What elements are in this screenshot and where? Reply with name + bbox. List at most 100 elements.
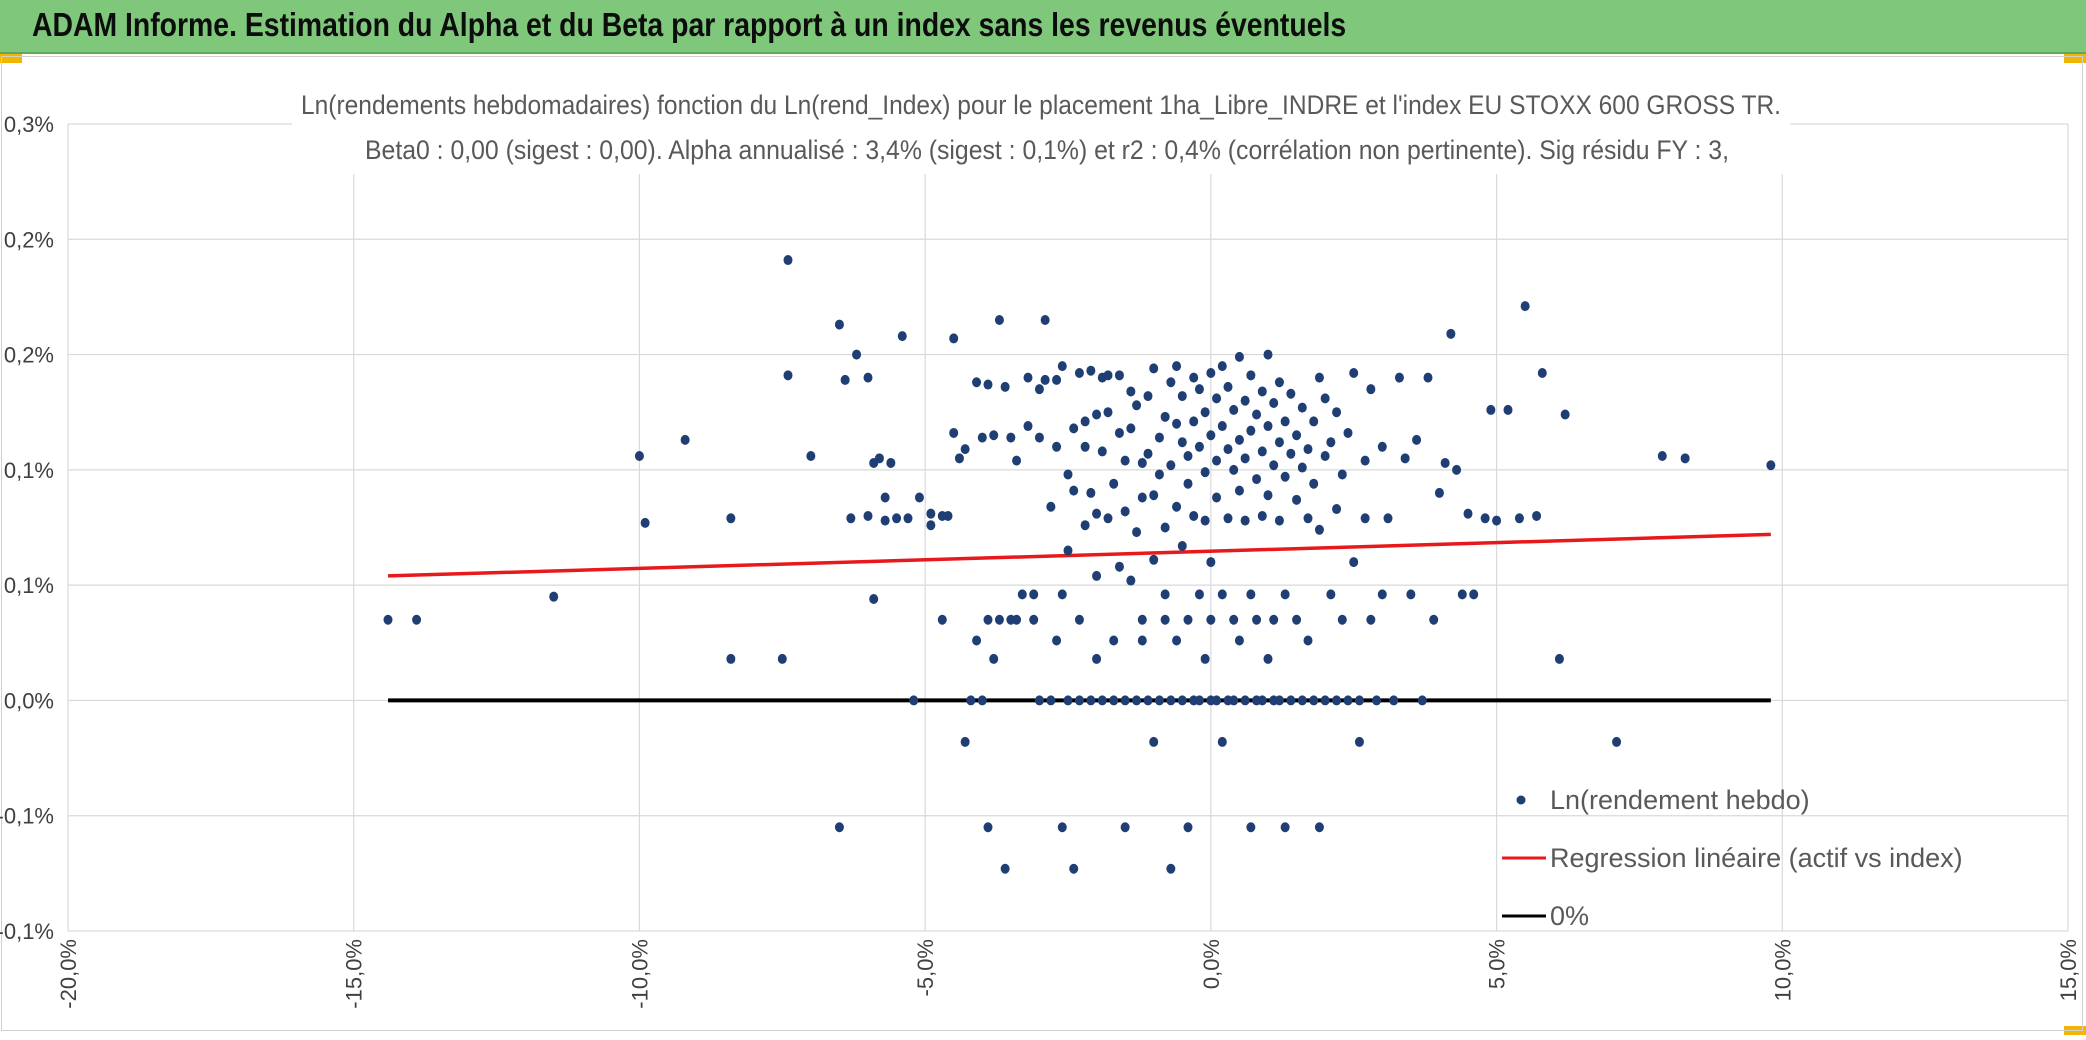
data-point — [1240, 695, 1250, 706]
data-point — [1309, 416, 1319, 427]
data-point — [640, 517, 650, 528]
data-point — [680, 434, 690, 445]
data-point — [1149, 363, 1159, 374]
data-point — [972, 635, 982, 646]
data-point — [1406, 589, 1416, 600]
y-tick-label: -0,1% — [0, 919, 54, 944]
data-point — [1492, 515, 1502, 526]
x-tick-label: 5,0% — [1485, 939, 1510, 989]
data-point — [1132, 527, 1142, 538]
data-point — [1212, 492, 1222, 503]
data-point — [1092, 653, 1102, 664]
data-point — [1200, 515, 1210, 526]
data-point — [1303, 513, 1313, 524]
data-point — [1257, 695, 1267, 706]
data-point — [1092, 508, 1102, 519]
data-point — [869, 593, 879, 604]
y-tick-label: 0,3% — [4, 112, 54, 137]
data-point — [1229, 464, 1239, 475]
data-point — [1337, 614, 1347, 625]
data-point — [1457, 589, 1467, 600]
data-point — [1143, 695, 1153, 706]
data-point — [1074, 368, 1084, 379]
data-point — [1109, 478, 1119, 489]
data-point — [989, 430, 999, 441]
data-point — [1252, 614, 1262, 625]
data-point — [1229, 404, 1239, 415]
y-tick-label: 0,0% — [4, 688, 54, 713]
data-point — [1389, 695, 1399, 706]
data-point — [1183, 478, 1193, 489]
data-point — [1183, 451, 1193, 462]
data-point — [886, 457, 896, 468]
x-tick-label: -15,0% — [342, 939, 367, 1009]
data-point — [1520, 301, 1530, 312]
data-point — [846, 513, 856, 524]
data-point — [1246, 370, 1256, 381]
data-point — [1057, 361, 1067, 372]
data-point — [960, 736, 970, 747]
regression-line — [387, 532, 1771, 578]
corner-marker-top-right — [2064, 54, 2086, 63]
data-point — [1000, 863, 1010, 874]
data-point — [1320, 393, 1330, 404]
chart-subtitle: Beta0 : 0,00 (sigest : 0,00). Alpha annu… — [365, 135, 1729, 165]
data-point — [880, 515, 890, 526]
data-point — [1286, 448, 1296, 459]
data-point — [1349, 557, 1359, 568]
x-tick-label: -5,0% — [913, 939, 938, 996]
data-point — [1314, 524, 1324, 535]
data-point — [989, 653, 999, 664]
data-point — [863, 510, 873, 521]
data-point — [726, 513, 736, 524]
data-point — [1223, 381, 1233, 392]
data-point — [1217, 361, 1227, 372]
data-point — [777, 653, 787, 664]
x-tick-label: -10,0% — [627, 939, 652, 1009]
data-point — [1383, 513, 1393, 524]
data-point — [1537, 368, 1547, 379]
data-point — [1212, 393, 1222, 404]
data-point — [1274, 437, 1284, 448]
data-point — [909, 695, 919, 706]
data-point — [1360, 455, 1370, 466]
data-point — [1092, 409, 1102, 420]
data-point — [1297, 695, 1307, 706]
data-point — [1063, 695, 1073, 706]
data-point — [1080, 520, 1090, 531]
data-point — [1332, 407, 1342, 418]
data-point — [1377, 589, 1387, 600]
data-point — [1189, 416, 1199, 427]
data-point — [1217, 589, 1227, 600]
data-point — [983, 379, 993, 390]
data-point — [1320, 451, 1330, 462]
data-point — [1074, 614, 1084, 625]
data-point — [726, 653, 736, 664]
data-point — [1280, 416, 1290, 427]
data-point — [1194, 695, 1204, 706]
data-point — [1212, 455, 1222, 466]
data-point — [549, 591, 559, 602]
data-point — [1097, 446, 1107, 457]
data-point — [783, 370, 793, 381]
corner-marker-top-left — [0, 54, 22, 63]
data-point — [1086, 365, 1096, 376]
data-point — [1554, 653, 1564, 664]
data-point — [874, 453, 884, 464]
data-point — [1183, 822, 1193, 833]
data-point — [1143, 391, 1153, 402]
legend-label-zero: 0% — [1550, 901, 1589, 931]
data-point — [1069, 863, 1079, 874]
data-point — [1194, 589, 1204, 600]
data-point — [1160, 614, 1170, 625]
scatter-chart: -20,0% -15,0% -10,0% -5,0% 0,0% 5,0% 10,0% 15,0… — [0, 86, 2081, 1009]
data-point — [1069, 423, 1079, 434]
data-point — [1109, 695, 1119, 706]
data-point — [1200, 653, 1210, 664]
data-point — [1034, 695, 1044, 706]
data-point — [1200, 407, 1210, 418]
data-point — [1149, 736, 1159, 747]
data-point — [1274, 695, 1284, 706]
data-point — [1149, 490, 1159, 501]
data-point — [1172, 361, 1182, 372]
